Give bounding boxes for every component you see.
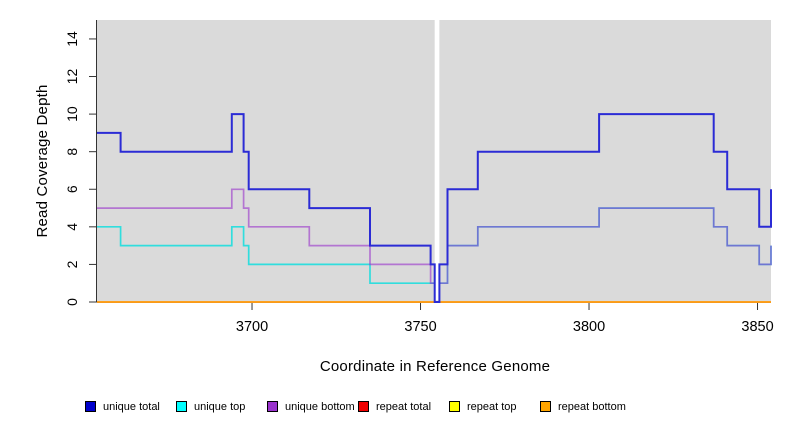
legend-swatch-repeat-top: [449, 401, 460, 412]
legend-label: repeat top: [467, 400, 517, 413]
y-tick-label: 12: [64, 69, 80, 85]
legend-swatch-repeat-total: [358, 401, 369, 412]
y-tick-label: 0: [64, 298, 80, 306]
series-line-unique-bottom: [97, 188, 772, 285]
y-tick-label: 2: [64, 260, 80, 268]
legend-label: unique bottom: [285, 400, 355, 413]
coverage-gap-marker: [434, 20, 440, 301]
legend-label: unique top: [194, 400, 246, 413]
legend-label: repeat total: [376, 400, 432, 413]
legend-item-repeat-top: repeat top: [449, 399, 540, 414]
legend-swatch-unique-top: [176, 401, 187, 412]
y-tick-label: 6: [64, 185, 80, 193]
y-tick-label: 8: [64, 148, 80, 156]
chart-legend: unique total unique top unique bottom repea…: [85, 399, 631, 414]
legend-label: unique total: [103, 400, 160, 413]
legend-label: repeat bottom: [558, 400, 626, 413]
x-tick-label: 3750: [404, 319, 436, 335]
y-tick-label: 10: [64, 106, 80, 122]
legend-item-unique-bottom: unique bottom: [267, 399, 358, 414]
x-axis-title: Coordinate in Reference Genome: [319, 358, 551, 375]
legend-item-unique-total: unique total: [85, 399, 176, 414]
legend-swatch-unique-bottom: [267, 401, 278, 412]
x-tick-label: 3850: [741, 319, 773, 335]
legend-item-repeat-total: repeat total: [358, 399, 449, 414]
legend-swatch-repeat-bottom: [540, 401, 551, 412]
y-axis-title: Read Coverage Depth: [34, 84, 51, 238]
x-tick-label: 3800: [573, 319, 605, 335]
legend-item-repeat-bottom: repeat bottom: [540, 399, 631, 414]
series-line-unique-total: [97, 113, 772, 303]
plot-area: [97, 20, 771, 303]
y-tick-label: 4: [64, 223, 80, 231]
x-tick-label: 3700: [236, 319, 268, 335]
y-tick-label: 14: [64, 31, 80, 47]
chart-svg: 0 2 4 6 8 10 12 14 3700 3750 3800 3850: [64, 20, 774, 335]
legend-swatch-unique-total: [85, 401, 96, 412]
legend-item-unique-top: unique top: [176, 399, 267, 414]
